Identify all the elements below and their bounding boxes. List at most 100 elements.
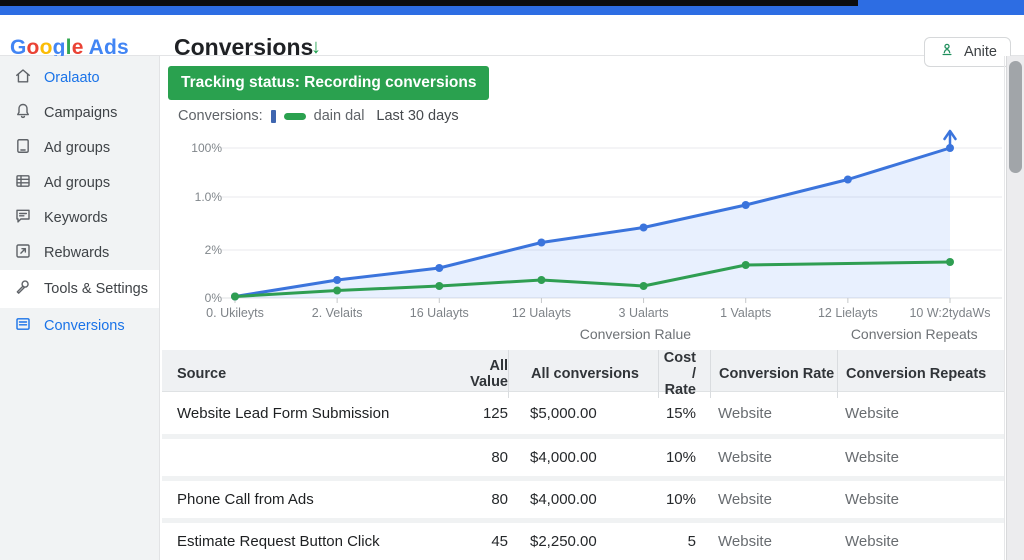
grid-icon bbox=[13, 171, 33, 195]
x-axis-tick-label: 16 Ualayts bbox=[409, 306, 469, 320]
top-accent-bar bbox=[0, 0, 1024, 15]
table-cell: $4,000.00 bbox=[530, 449, 597, 466]
tracking-status-banner: Tracking status: Recording conversions bbox=[168, 66, 490, 100]
table-cell: 125 bbox=[482, 404, 508, 422]
table-cell: 80 bbox=[491, 449, 508, 466]
sidebar-item-ad-groups[interactable]: Ad groups bbox=[0, 165, 159, 200]
table-cell: Website bbox=[718, 533, 772, 550]
column-header-conversion-repeats[interactable]: Conversion Repeats bbox=[837, 350, 1005, 398]
x-axis-tick-label: 1 Valapts bbox=[720, 306, 772, 320]
sidebar-item-label: Keywords bbox=[44, 209, 108, 226]
navigation-sidebar: Oralaato Campaigns Ad groups Ad groups Keywo… bbox=[0, 56, 160, 560]
x-axis-tick-label: 12 Lielayts bbox=[817, 306, 878, 320]
column-header-all-value[interactable]: All Value bbox=[460, 350, 508, 398]
logo-letter: G bbox=[10, 36, 27, 59]
logo-letter: g bbox=[52, 36, 66, 59]
table-row: Website Lead Form Submission 125 $5,000.00… bbox=[162, 392, 1005, 434]
sidebar-item-label: Conversions bbox=[44, 317, 125, 334]
column-header-label: All Value bbox=[470, 358, 508, 390]
logo-suffix: Ads bbox=[88, 36, 129, 59]
table-row: 80 $4,000.00 10% Website Website bbox=[162, 434, 1005, 476]
table-cell: Website bbox=[845, 404, 899, 422]
chat-bubble-icon bbox=[13, 206, 33, 230]
x-axis-tick-label: 2. Velaits bbox=[311, 306, 363, 320]
table-cell: 80 bbox=[491, 491, 508, 508]
table-cell: Website bbox=[718, 449, 772, 466]
y-axis-tick-label: 0% bbox=[204, 291, 222, 305]
column-header-label: Source bbox=[177, 366, 227, 382]
sidebar-item-campaigns[interactable]: Campaigns bbox=[0, 95, 159, 130]
logo-letter: l bbox=[65, 36, 72, 59]
table-cell: Phone Call from Ads bbox=[177, 491, 314, 508]
x-axis-tick-label: 10 W:2tydaWs bbox=[909, 306, 991, 320]
column-header-label: All conversions bbox=[531, 366, 639, 382]
top-dark-strip bbox=[0, 0, 858, 6]
google-ads-logo[interactable]: Google Ads bbox=[10, 36, 129, 60]
table-cell: 5 bbox=[687, 533, 696, 550]
sidebar-item-rebwards[interactable]: Rebwards bbox=[0, 235, 159, 270]
megaphone-icon bbox=[13, 101, 33, 125]
list-card-icon bbox=[13, 314, 33, 338]
table-cell: 45 bbox=[491, 533, 508, 550]
column-header-label: Conversion Repeats bbox=[846, 366, 987, 382]
table-cell: 10% bbox=[665, 491, 696, 508]
scrollbar-thumb[interactable] bbox=[1009, 61, 1022, 173]
report-icon bbox=[13, 241, 33, 265]
column-header-cost-rate[interactable]: Cost / Rate bbox=[658, 350, 710, 398]
table-cell: $2,250.00 bbox=[530, 533, 597, 550]
y-axis-tick-label: 2% bbox=[204, 243, 222, 257]
header-action-button-label: Anite bbox=[963, 44, 997, 60]
logo-letter: o bbox=[39, 36, 53, 59]
sidebar-item-label: Ad groups bbox=[44, 139, 111, 156]
sidebar-item-keywords[interactable]: Keywords bbox=[0, 200, 159, 235]
column-header-label: Cost / Rate bbox=[663, 350, 696, 398]
header-action-button[interactable]: Anite bbox=[923, 37, 1011, 67]
column-header-label: Conversion Rate bbox=[719, 366, 835, 382]
vertical-scrollbar[interactable] bbox=[1006, 56, 1024, 560]
legend-label: Conversions: bbox=[178, 108, 263, 124]
table-cell: $4,000.00 bbox=[530, 491, 597, 508]
table-row: Phone Call from Ads 80 $4,000.00 10% Website… bbox=[162, 476, 1005, 518]
chart-legend: Conversions: dain dal Last 30 days bbox=[178, 108, 459, 124]
logo-letter: e bbox=[71, 36, 84, 59]
x-axis-tick-label: 12 Ualayts bbox=[511, 306, 571, 320]
legend-marker-green bbox=[283, 112, 306, 120]
x-axis-tick-label: 3 Ualarts bbox=[618, 306, 669, 320]
table-cell: 10% bbox=[665, 449, 696, 466]
legend-date-range: Last 30 days bbox=[376, 108, 459, 124]
axis-sublabel: Conversion Repeats bbox=[850, 326, 978, 342]
sidebar-item-ad-groups[interactable]: Ad groups bbox=[0, 130, 159, 165]
y-axis-tick-label: 1.0% bbox=[194, 190, 222, 205]
page-title: Conversions bbox=[174, 34, 314, 60]
conversions-line-chart bbox=[222, 129, 1002, 303]
table-cell: Website bbox=[718, 491, 772, 508]
table-cell: 15% bbox=[665, 404, 696, 422]
table-cell: $5,000.00 bbox=[530, 404, 597, 422]
title-dropdown-arrow-icon[interactable]: ↓ bbox=[311, 36, 321, 58]
sidebar-item-label: Campaigns bbox=[44, 104, 118, 121]
table-cell: Website bbox=[718, 404, 772, 422]
axis-sublabel: Conversion Ralue bbox=[579, 326, 692, 342]
table-header-row: Source All Value All conversions Cost / Rat… bbox=[162, 350, 1005, 398]
y-axis-tick-label: 100% bbox=[191, 141, 222, 155]
tablet-icon bbox=[13, 136, 33, 160]
column-header-all-conversions[interactable]: All conversions bbox=[508, 350, 658, 398]
tools-icon bbox=[13, 277, 33, 301]
sidebar-item-oralaato[interactable]: Oralaato bbox=[0, 60, 159, 95]
sidebar-item-conversions[interactable]: Conversions bbox=[0, 308, 159, 343]
conversions-table: Source All Value All conversions Cost / Rat… bbox=[162, 350, 1005, 560]
sidebar-item-label: Ad groups bbox=[44, 174, 111, 191]
app-header: Google Ads Conversions ↓ Anite bbox=[0, 15, 1024, 67]
home-icon bbox=[13, 66, 33, 90]
table-cell: Website bbox=[845, 533, 899, 550]
table-cell: Website bbox=[845, 491, 899, 508]
logo-letter: o bbox=[26, 36, 40, 59]
person-upload-icon bbox=[938, 41, 956, 63]
column-header-conversion-rate[interactable]: Conversion Rate bbox=[710, 350, 837, 398]
column-header-source[interactable]: Source bbox=[162, 350, 460, 398]
legend-text: dain dal bbox=[313, 108, 365, 124]
sidebar-item-label: Oralaato bbox=[44, 69, 100, 86]
table-body: Website Lead Form Submission 125 $5,000.00… bbox=[162, 392, 1005, 560]
sidebar-item-label: Rebwards bbox=[44, 244, 110, 261]
sidebar-item-tools-settings[interactable]: Tools & Settings bbox=[0, 270, 159, 308]
